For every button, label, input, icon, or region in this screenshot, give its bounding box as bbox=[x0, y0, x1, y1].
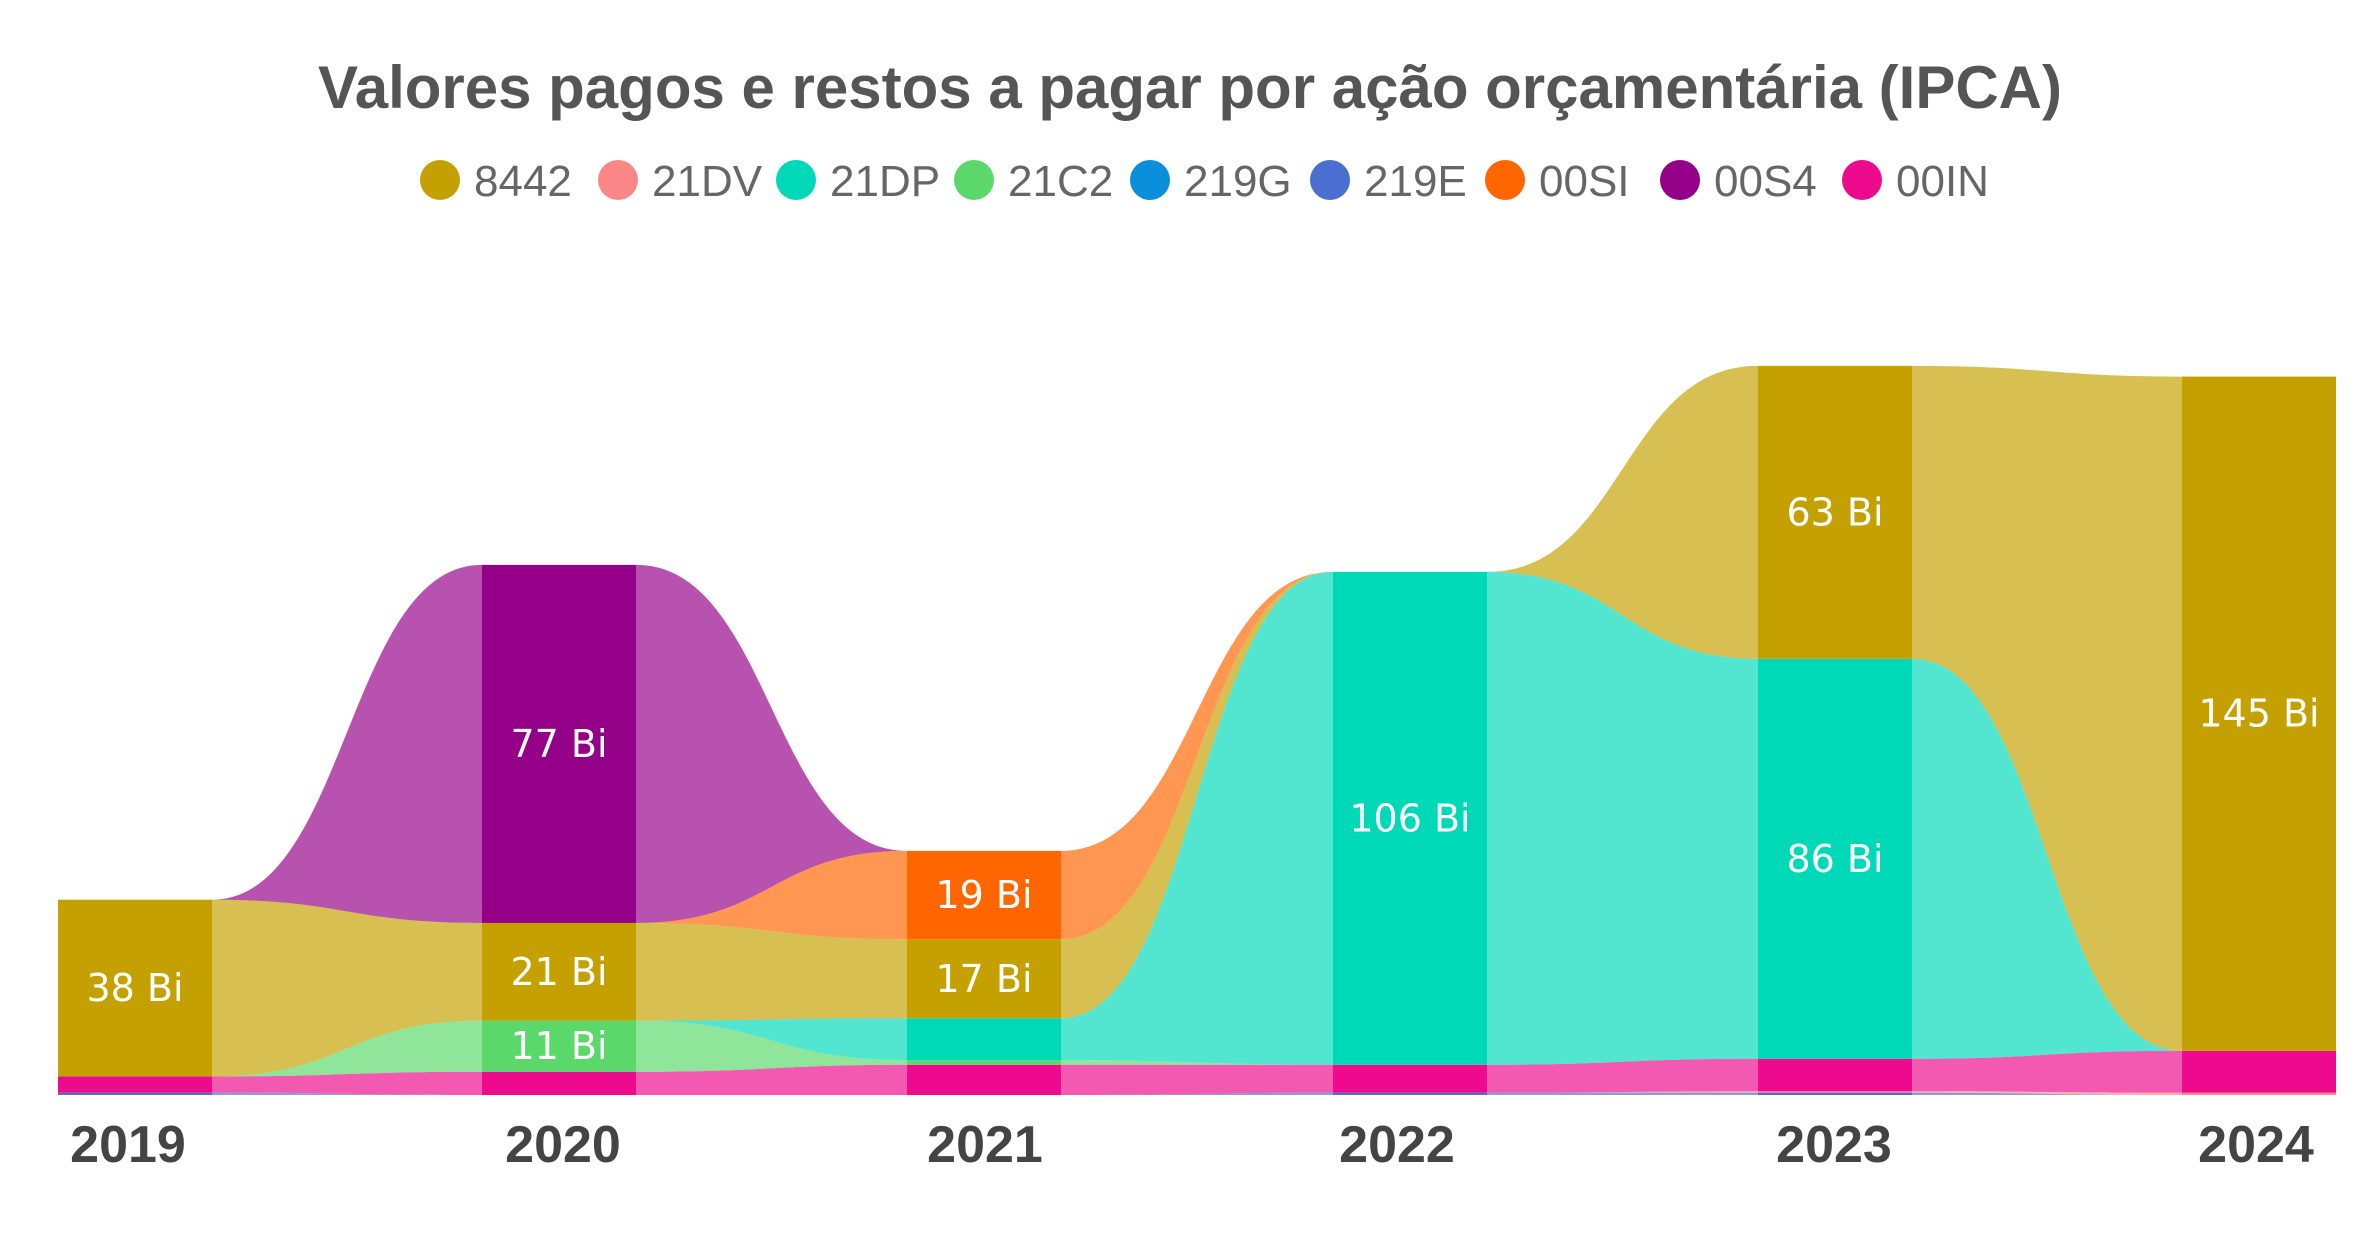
bar-segment-00in-2023[interactable] bbox=[1758, 1058, 1912, 1092]
legend-swatch-icon bbox=[1660, 160, 1700, 200]
bar-segment-00s4-2020[interactable] bbox=[482, 564, 636, 923]
legend-item-00s4[interactable]: 00S4 bbox=[1660, 157, 1817, 206]
legend-swatch-icon bbox=[776, 160, 816, 200]
legend-item-00si[interactable]: 00SI bbox=[1485, 157, 1630, 206]
legend-item-21c2[interactable]: 21C2 bbox=[954, 157, 1113, 206]
data-label-8442-2023: 63 Bi bbox=[1786, 490, 1883, 534]
ribbon-21dp-2021-2022 bbox=[1061, 571, 1333, 1065]
legend: 8442 21DV 21DP 21C2 219G 219E 00SI 00S4 00IN bbox=[420, 157, 1989, 206]
ribbon-21dp-2022-2023 bbox=[1487, 571, 1758, 1065]
ribbon-21c2-2020-2021 bbox=[636, 1020, 907, 1072]
legend-label: 8442 bbox=[474, 157, 572, 206]
bar-segment-8442-2021[interactable] bbox=[907, 939, 1061, 1019]
data-label-21dp-2022: 106 Bi bbox=[1349, 796, 1470, 840]
x-tick-label: 2020 bbox=[505, 1116, 621, 1174]
bar-segment-21dp-2022[interactable] bbox=[1333, 571, 1487, 1065]
legend-item-219g[interactable]: 219G bbox=[1130, 157, 1292, 206]
legend-label: 00SI bbox=[1539, 157, 1630, 206]
ribbon-219e-2022-2023 bbox=[1487, 1092, 1758, 1095]
x-tick-label: 2024 bbox=[2198, 1116, 2314, 1174]
bar-segment-00in-2020[interactable] bbox=[482, 1071, 636, 1095]
bar-segment-00si-2021[interactable] bbox=[907, 850, 1061, 940]
x-tick-label: 2022 bbox=[1339, 1116, 1455, 1174]
chart-title: Valores pagos e restos a pagar por ação … bbox=[318, 54, 2062, 121]
bar-segment-219e-2023[interactable] bbox=[1758, 1092, 1912, 1095]
legend-swatch-icon bbox=[1842, 160, 1882, 200]
legend-label: 21DP bbox=[830, 157, 940, 206]
data-label-00si-2021: 19 Bi bbox=[935, 873, 1032, 917]
x-tick-label: 2021 bbox=[927, 1116, 1043, 1174]
legend-label: 00IN bbox=[1896, 157, 1989, 206]
ribbon-21c2-2021-2022 bbox=[1061, 1060, 1333, 1065]
ribbon-00in-2023-2024 bbox=[1912, 1050, 2182, 1093]
ribbon-8442-2022-2023 bbox=[1487, 365, 1758, 659]
legend-item-21dp[interactable]: 21DP bbox=[776, 157, 940, 206]
legend-swatch-icon bbox=[598, 160, 638, 200]
ribbon-00si-2020-2021 bbox=[636, 850, 907, 940]
x-tick-label: 2019 bbox=[70, 1116, 186, 1174]
bar-segment-219e-2022[interactable] bbox=[1333, 1092, 1487, 1095]
bar-segment-00in-2019[interactable] bbox=[58, 1076, 212, 1093]
bar-segment-21c2-2021[interactable] bbox=[907, 1060, 1061, 1065]
ribbon-00in-2022-2023 bbox=[1487, 1058, 1758, 1093]
data-label-8442-2024: 145 Bi bbox=[2198, 692, 2319, 736]
bars bbox=[58, 365, 2336, 1095]
bar-segment-21dv-2024[interactable] bbox=[2182, 1092, 2336, 1095]
bar-segment-21dv-2023[interactable] bbox=[1758, 1091, 1912, 1093]
legend-swatch-icon bbox=[1130, 160, 1170, 200]
ribbon-00s4-2020-2021 bbox=[636, 564, 907, 923]
data-label-8442-2019: 38 Bi bbox=[86, 966, 183, 1010]
bar-segment-8442-2019[interactable] bbox=[58, 899, 212, 1077]
legend-swatch-icon bbox=[1485, 160, 1525, 200]
ribbon-8442-2023-2024 bbox=[1912, 365, 2182, 1051]
data-label-21dp-2023: 86 Bi bbox=[1786, 837, 1883, 881]
bar-segment-00in-2021[interactable] bbox=[907, 1064, 1061, 1095]
bar-segment-21dp-2021[interactable] bbox=[907, 1018, 1061, 1061]
ribbon-21dp-2020-2021 bbox=[636, 1018, 907, 1061]
legend-swatch-icon bbox=[1310, 160, 1350, 200]
legend-item-219e[interactable]: 219E bbox=[1310, 157, 1467, 206]
ribbon-8442-2019-2020 bbox=[212, 899, 482, 1077]
legend-item-21dv[interactable]: 21DV bbox=[598, 157, 763, 206]
legend-item-00in[interactable]: 00IN bbox=[1842, 157, 1989, 206]
ribbon-00s4-2019-2020 bbox=[212, 564, 482, 923]
bar-segment-8442-2020[interactable] bbox=[482, 922, 636, 1021]
bar-segment-8442-2023[interactable] bbox=[1758, 365, 1912, 659]
x-axis: 2019 2020 2021 2022 2023 2024 bbox=[70, 1116, 2314, 1174]
bar-segment-00in-2024[interactable] bbox=[2182, 1050, 2336, 1093]
bar-segment-21dp-2023[interactable] bbox=[1758, 658, 1912, 1059]
data-label-8442-2021: 17 Bi bbox=[935, 957, 1032, 1001]
ribbon-00si-2021-2022 bbox=[1061, 571, 1333, 940]
ribbon-8442-2020-2021 bbox=[636, 922, 907, 1021]
bar-segment-21c2-2020[interactable] bbox=[482, 1020, 636, 1072]
legend-label: 21DV bbox=[652, 157, 763, 206]
legend-swatch-icon bbox=[420, 160, 460, 200]
legend-label: 00S4 bbox=[1714, 157, 1817, 206]
data-label-21c2-2020: 11 Bi bbox=[510, 1024, 607, 1068]
bar-segment-219e-2019[interactable] bbox=[58, 1092, 212, 1095]
ribbon-00in-2019-2020 bbox=[212, 1071, 482, 1095]
legend-item-8442[interactable]: 8442 bbox=[420, 157, 572, 206]
ribbons bbox=[212, 365, 2182, 1095]
legend-label: 219E bbox=[1364, 157, 1467, 206]
ribbon-21dv-2023-2024 bbox=[1912, 1091, 2182, 1095]
ribbon-00in-2021-2022 bbox=[1061, 1064, 1333, 1095]
legend-swatch-icon bbox=[954, 160, 994, 200]
bar-segment-00in-2022[interactable] bbox=[1333, 1064, 1487, 1093]
legend-label: 21C2 bbox=[1008, 157, 1113, 206]
ribbon-21dp-2023-2024 bbox=[1912, 658, 2182, 1059]
data-label-00s4-2020: 77 Bi bbox=[510, 722, 607, 766]
bar-segment-8442-2024[interactable] bbox=[2182, 376, 2336, 1051]
legend-label: 219G bbox=[1184, 157, 1292, 206]
data-labels: 38 Bi 77 Bi 21 Bi 11 Bi 19 Bi 17 Bi 106 Bi 86 B… bbox=[86, 490, 2319, 1068]
x-tick-label: 2023 bbox=[1776, 1116, 1892, 1174]
ribbon-00in-2020-2021 bbox=[636, 1064, 907, 1095]
data-label-8442-2020: 21 Bi bbox=[510, 950, 607, 994]
ribbon-8442-2021-2022 bbox=[1061, 571, 1333, 1019]
